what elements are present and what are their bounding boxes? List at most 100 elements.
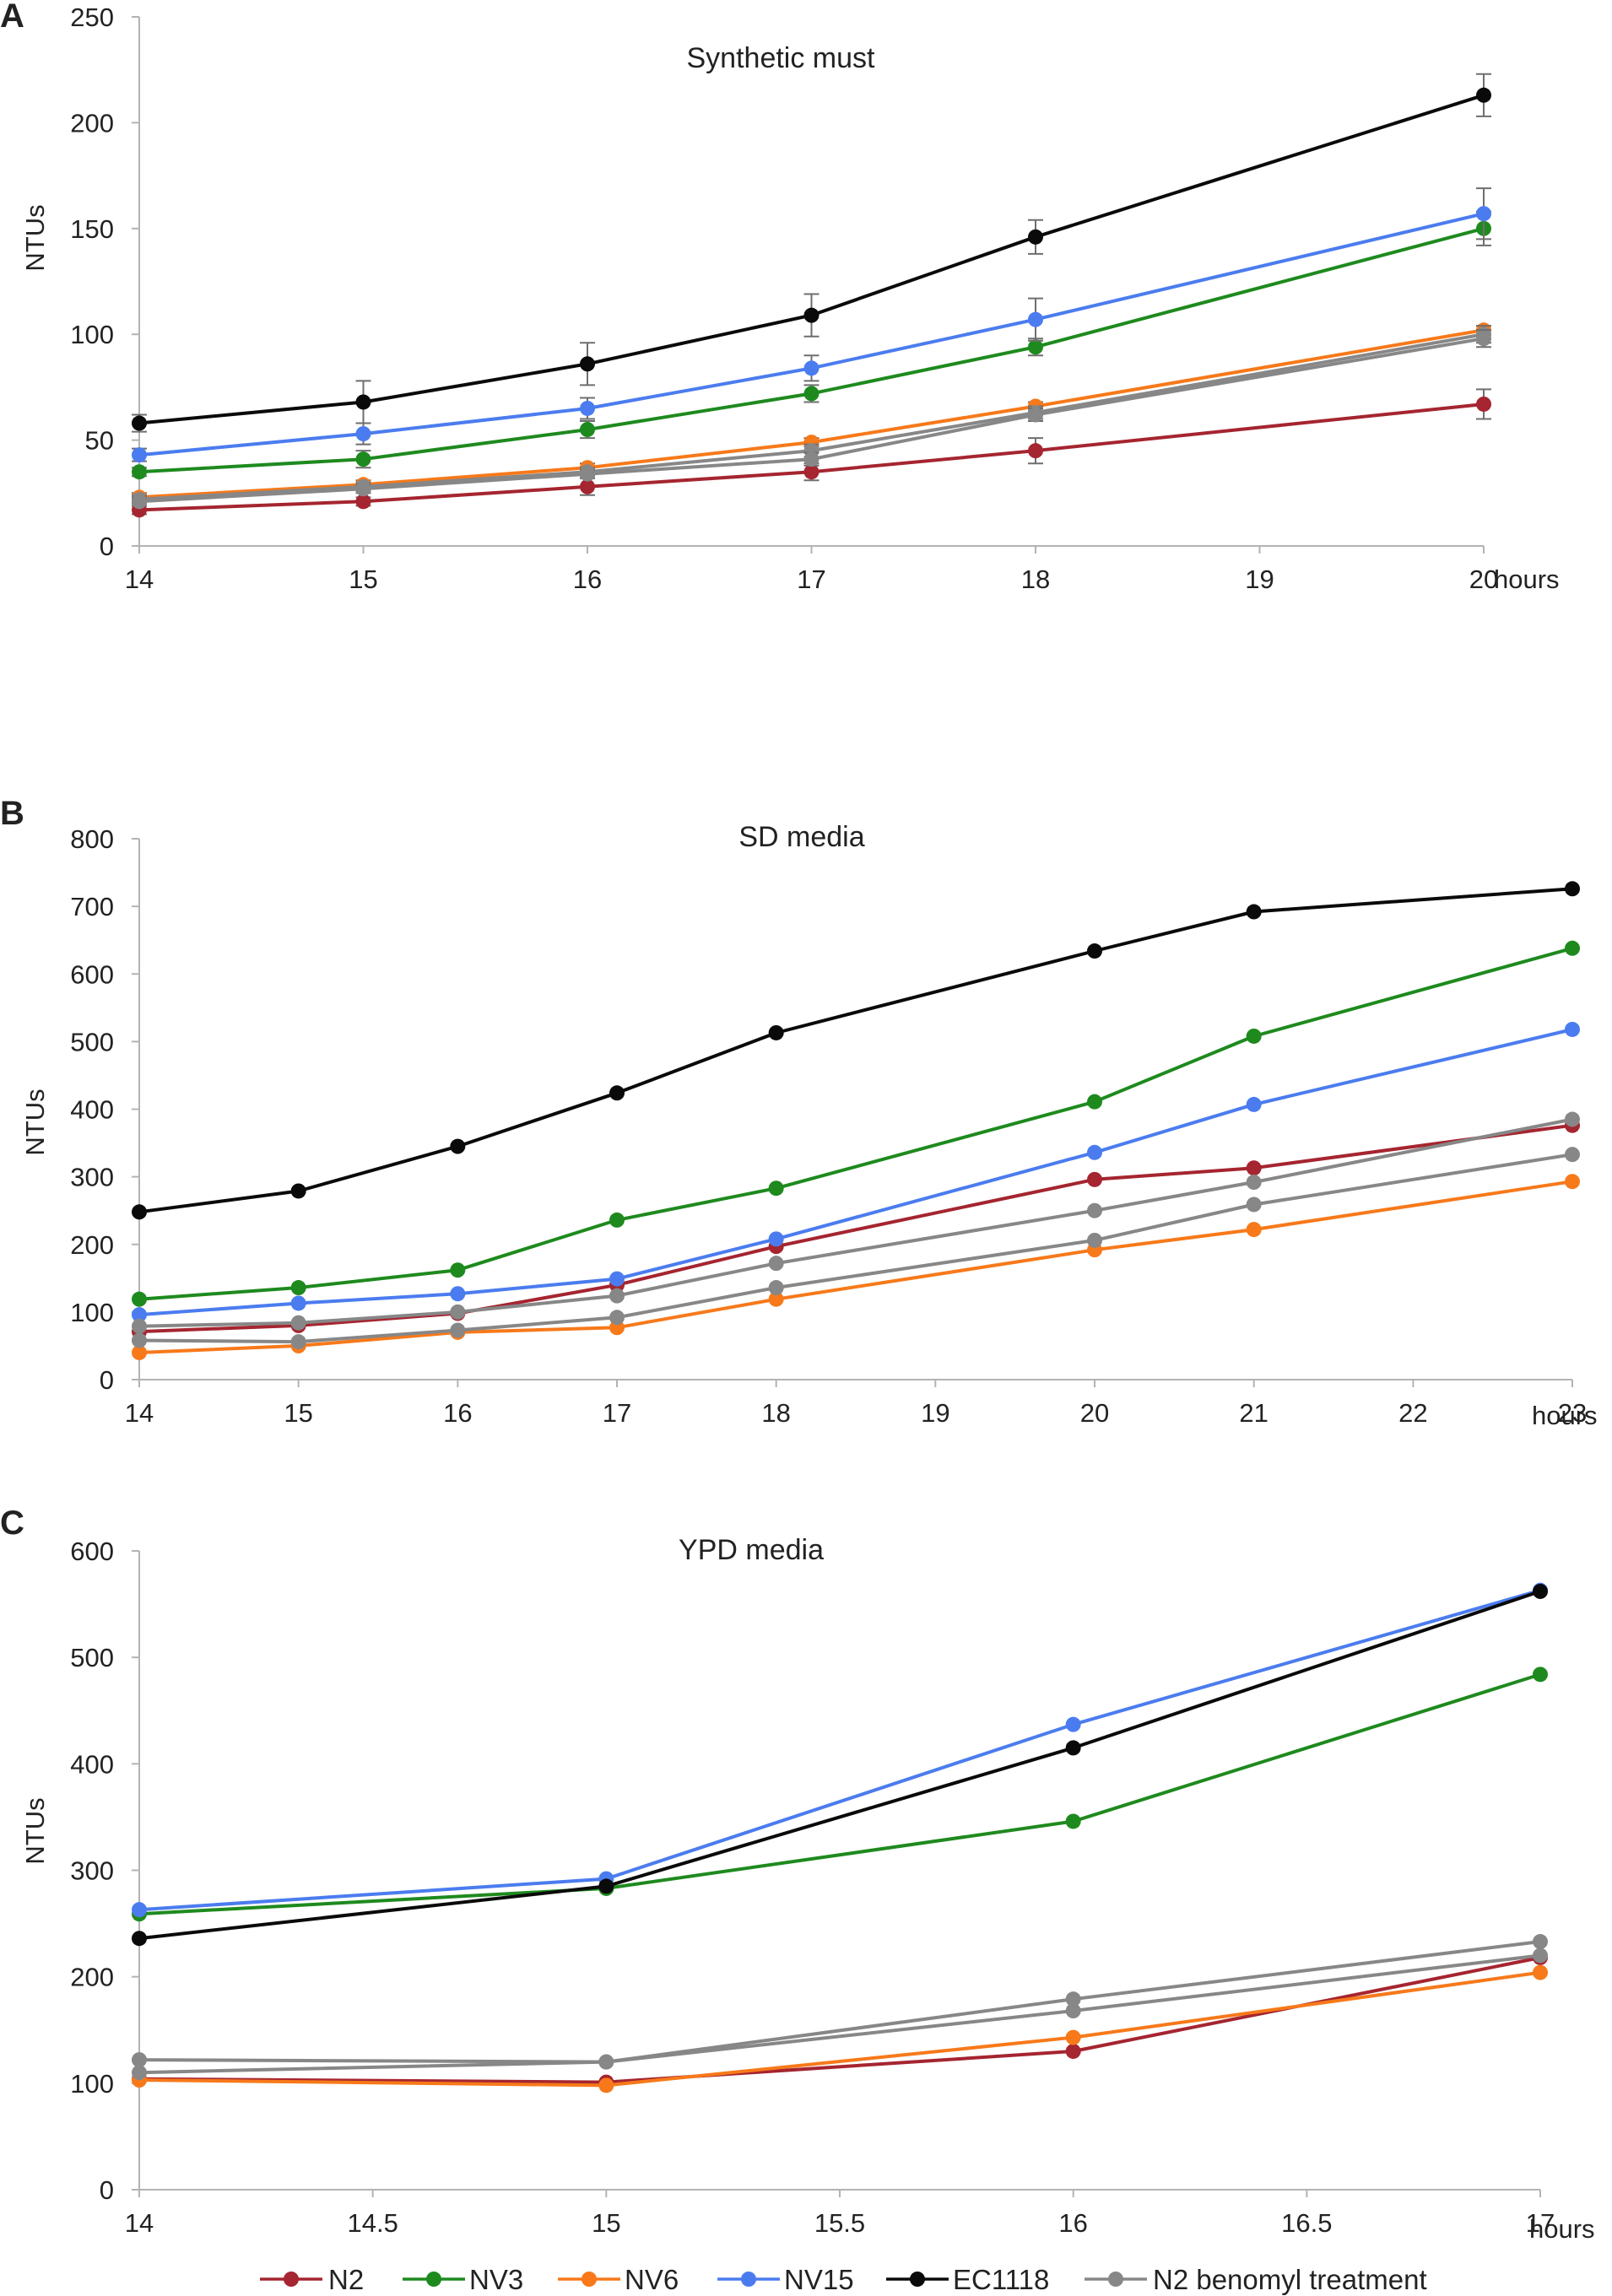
legend-marker xyxy=(1108,2272,1123,2287)
data-point xyxy=(803,360,820,376)
y-tick-label: 150 xyxy=(70,214,114,244)
data-point xyxy=(132,1931,147,1947)
legend-label: N2 benomyl treatment xyxy=(1153,2264,1427,2295)
data-point xyxy=(1565,1021,1580,1037)
data-point xyxy=(1065,1813,1081,1829)
data-point xyxy=(1028,339,1043,355)
data-point xyxy=(580,422,595,438)
data-point xyxy=(768,1256,784,1272)
series-line xyxy=(138,1123,1573,1334)
x-tick-label: 18 xyxy=(761,1398,790,1428)
data-point xyxy=(290,1280,306,1296)
data-point xyxy=(355,481,371,497)
series-nv3 xyxy=(132,1667,1548,1922)
data-point xyxy=(355,426,371,442)
series-line xyxy=(138,1940,1541,2064)
data-point xyxy=(450,1286,466,1302)
data-point xyxy=(803,386,820,402)
data-point xyxy=(1065,1716,1081,1732)
y-tick-label: 200 xyxy=(70,1230,114,1260)
data-point xyxy=(355,394,371,410)
y-tick-label: 300 xyxy=(70,1163,114,1192)
data-point xyxy=(1476,206,1491,222)
data-point xyxy=(450,1322,466,1338)
data-point xyxy=(1087,1171,1102,1187)
legend-label: N2 xyxy=(328,2264,364,2295)
series-nv3 xyxy=(132,940,1580,1307)
series-line xyxy=(138,1588,1541,1912)
x-tick-label: 15.5 xyxy=(814,2208,865,2238)
legend-label: NV6 xyxy=(625,2264,679,2295)
y-tick-label: 200 xyxy=(70,108,114,138)
data-point xyxy=(132,1332,147,1348)
data-point xyxy=(1065,2043,1081,2059)
data-point xyxy=(132,415,147,431)
series-line xyxy=(138,1672,1541,1916)
data-point xyxy=(580,466,595,482)
data-point xyxy=(1565,940,1580,956)
data-point xyxy=(598,2077,614,2093)
y-tick-label: 500 xyxy=(70,1643,114,1672)
data-point xyxy=(1565,1111,1580,1127)
data-point xyxy=(1246,1222,1262,1238)
data-point xyxy=(290,1334,306,1350)
panel-letter-b: B xyxy=(0,795,24,832)
data-point xyxy=(450,1262,466,1278)
legend-marker xyxy=(284,2272,299,2287)
data-point xyxy=(450,1138,466,1154)
data-point xyxy=(1476,87,1491,103)
data-point xyxy=(132,2052,147,2068)
series-line xyxy=(138,402,1485,512)
y-tick-label: 50 xyxy=(85,426,114,456)
legend-item-n2-benomyl-treatment: N2 benomyl treatment xyxy=(1085,2264,1427,2295)
series-line xyxy=(138,946,1573,1301)
y-tick-label: 500 xyxy=(70,1027,114,1056)
x-tick-label: 14 xyxy=(125,2208,154,2238)
data-point xyxy=(1087,943,1102,959)
data-point xyxy=(609,1085,625,1101)
data-point xyxy=(1246,1160,1262,1176)
data-point xyxy=(1065,1991,1081,2007)
data-point xyxy=(290,1295,306,1311)
series-line xyxy=(138,887,1573,1214)
data-point xyxy=(1065,1740,1081,1756)
data-point xyxy=(768,1280,784,1296)
y-tick-label: 600 xyxy=(70,1537,114,1566)
data-point xyxy=(1533,1934,1548,1950)
x-tick-label: 19 xyxy=(921,1398,949,1428)
data-point xyxy=(1065,2003,1081,2019)
data-point xyxy=(450,1304,466,1320)
data-point xyxy=(290,1183,306,1199)
y-tick-label: 250 xyxy=(70,3,114,32)
x-tick-label: 19 xyxy=(1245,565,1274,594)
data-point xyxy=(1246,1028,1262,1044)
chart-synthetic-must: A Synthetic must NTUs hours 0 50 100 150 200… xyxy=(0,0,1560,594)
legend-item-nv3: NV3 xyxy=(403,2264,523,2295)
x-tick-label: 17 xyxy=(797,565,825,594)
x-tick-label: 16.5 xyxy=(1281,2208,1332,2238)
y-tick-label: 0 xyxy=(100,532,114,561)
series-ec1118 xyxy=(132,881,1580,1220)
x-tick-label: 15 xyxy=(284,1398,312,1428)
data-point xyxy=(1533,1667,1548,1683)
data-point xyxy=(1533,1948,1548,1964)
legend: N2 NV3 NV6 NV15 EC1118 N2 benomyl treatm… xyxy=(260,2264,1427,2295)
data-point xyxy=(598,2054,614,2070)
data-point xyxy=(768,1231,784,1247)
data-point xyxy=(609,1288,625,1304)
y-tick-label: 300 xyxy=(70,1856,114,1886)
data-point xyxy=(132,1344,147,1360)
series-nv15 xyxy=(132,1021,1580,1323)
x-tick-label: 16 xyxy=(443,1398,472,1428)
y-tick-label: 400 xyxy=(70,1095,114,1125)
legend-label: NV15 xyxy=(784,2264,854,2295)
data-point xyxy=(580,400,595,416)
series-line xyxy=(138,1028,1573,1317)
data-point xyxy=(580,356,595,372)
data-point xyxy=(132,1318,147,1334)
series-line xyxy=(138,1180,1573,1354)
y-axis-label: NTUs xyxy=(20,1089,50,1155)
x-tick-label: 17 xyxy=(1526,2208,1555,2238)
data-point xyxy=(1028,311,1043,327)
